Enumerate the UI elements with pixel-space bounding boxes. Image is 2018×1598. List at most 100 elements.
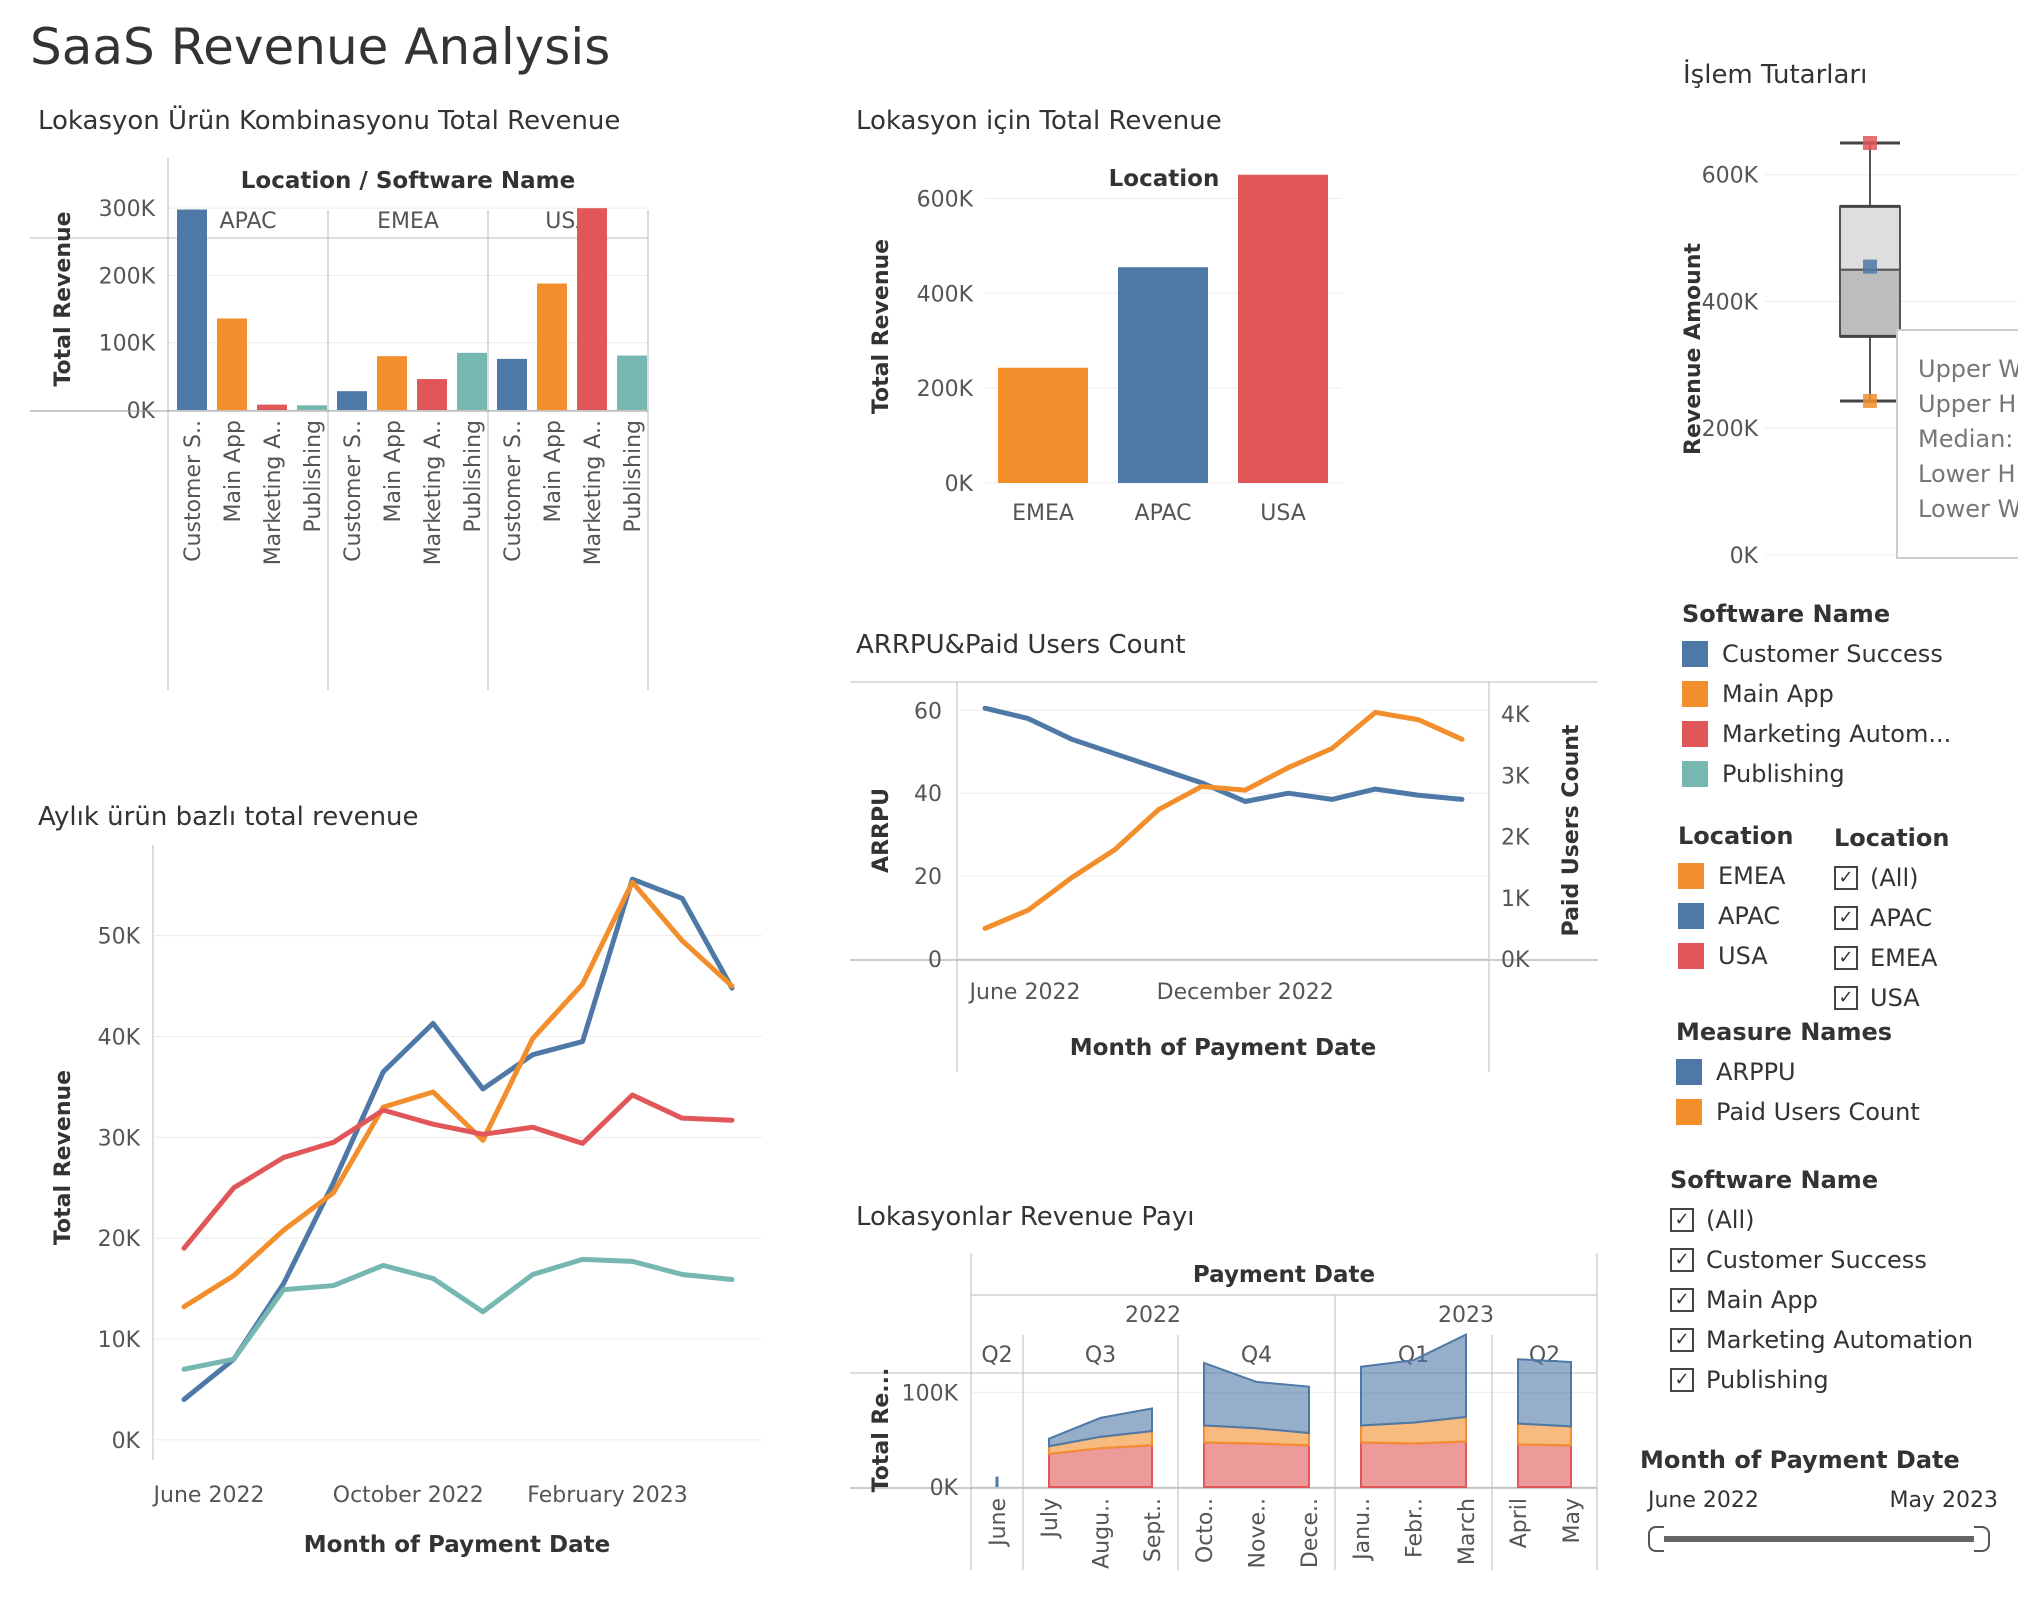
combo-chart-title: Lokasyon Ürün Kombinasyonu Total Revenue (38, 106, 621, 136)
y-tick-label: 300K (99, 197, 156, 222)
month-label: Nove.. (1246, 1498, 1271, 1568)
bar (337, 391, 367, 410)
series-line-marketing-automation (181, 1092, 735, 1251)
bar-apac (1118, 267, 1208, 483)
legend-swatch (1682, 761, 1708, 787)
series-line-arppu (982, 705, 1465, 804)
filter-option[interactable]: ✓ (All) (1834, 858, 2014, 898)
filter-title: Location (1834, 824, 1950, 852)
legend-label: Customer Success (1722, 640, 1943, 668)
month-label: Dece.. (1298, 1498, 1323, 1568)
y-right-tick-label: 4K (1501, 703, 1530, 728)
filter-option[interactable]: ✓ USA (1834, 978, 2014, 1018)
date-range-slider[interactable] (1640, 1524, 2000, 1554)
x-tick-label: June 2022 (968, 980, 1081, 1005)
checkbox-checked-icon[interactable]: ✓ (1670, 1368, 1694, 1392)
bar (257, 404, 287, 410)
y-axis-label: Total Revenue (51, 211, 76, 386)
checkbox-checked-icon[interactable]: ✓ (1834, 946, 1858, 970)
panel-label-emea: EMEA (377, 209, 439, 234)
area-apac (1517, 1358, 1572, 1428)
y-right-tick-label: 0K (1501, 948, 1530, 973)
bar (537, 283, 567, 410)
slider-track (1658, 1536, 1978, 1542)
y-axis-label: Total Re... (869, 1368, 894, 1493)
filter-option[interactable]: ✓ Customer Success (1670, 1240, 2010, 1280)
year-label: 2023 (1438, 1303, 1494, 1328)
slider-start-handle[interactable] (1648, 1526, 1664, 1552)
legend-label: APAC (1718, 902, 1781, 930)
filter-option[interactable]: ✓ (All) (1670, 1200, 2010, 1240)
month-label: July (1038, 1498, 1063, 1540)
legend-item[interactable]: Publishing (1682, 754, 2002, 794)
tooltip-line: Lower H (1918, 460, 2016, 488)
legend-swatch (1678, 943, 1704, 969)
bar (417, 379, 447, 410)
legend-item[interactable]: Customer Success (1682, 634, 2002, 674)
checkbox-checked-icon[interactable]: ✓ (1670, 1328, 1694, 1352)
x-tick-label: Main App (541, 420, 566, 523)
y-tick-label: 200K (1702, 417, 1759, 442)
y-axis-label: Total Revenue (51, 1070, 76, 1245)
panel-header-title: Location / Software Name (241, 168, 576, 194)
filter-option-label: Publishing (1706, 1366, 1829, 1394)
x-tick-label: Customer S.. (501, 420, 526, 562)
legend-item[interactable]: APAC (1678, 896, 1828, 936)
checkbox-checked-icon[interactable]: ✓ (1670, 1288, 1694, 1312)
month-label: March (1455, 1498, 1480, 1565)
tooltip-line: Median: (1918, 425, 2013, 453)
filter-option[interactable]: ✓ EMEA (1834, 938, 2014, 978)
bar (497, 358, 527, 410)
legend-item[interactable]: ARPPU (1676, 1052, 1996, 1092)
legend-item[interactable]: Marketing Autom... (1682, 714, 2002, 754)
legend-item[interactable]: Main App (1682, 674, 2002, 714)
tooltip-line: Upper W (1918, 355, 2018, 383)
checkbox-checked-icon[interactable]: ✓ (1670, 1208, 1694, 1232)
legend-label: Main App (1722, 680, 1834, 708)
slider-end-handle[interactable] (1974, 1526, 1990, 1552)
legend-swatch (1682, 641, 1708, 667)
x-tick-label: USA (1260, 501, 1306, 526)
tooltip: Upper W Upper H Median: Lower H Lower W (1896, 329, 2018, 559)
filter-option-label: APAC (1870, 904, 1933, 932)
legend-item[interactable]: USA (1678, 936, 1828, 976)
legend-label: ARPPU (1716, 1058, 1796, 1086)
legend-title: Software Name (1682, 600, 1891, 628)
x-tick-label: APAC (1135, 501, 1192, 526)
filter-option[interactable]: ✓ Marketing Automation (1670, 1320, 2010, 1360)
checkbox-checked-icon[interactable]: ✓ (1834, 906, 1858, 930)
box-point (1863, 259, 1877, 274)
filter-option[interactable]: ✓ APAC (1834, 898, 2014, 938)
legend-label: USA (1718, 942, 1768, 970)
legend-label: EMEA (1718, 862, 1786, 890)
filter-option-label: USA (1870, 984, 1920, 1012)
month-label: Sept.. (1141, 1498, 1166, 1562)
y-tick-label: 200K (99, 264, 156, 289)
checkbox-checked-icon[interactable]: ✓ (1834, 986, 1858, 1010)
header-title: Location (1109, 166, 1220, 192)
y-tick-label: 30K (98, 1126, 141, 1151)
panel-label-apac: APAC (220, 209, 277, 234)
filter-option-label: (All) (1870, 864, 1919, 892)
filter-option[interactable]: ✓ Publishing (1670, 1360, 2010, 1400)
box-lower (1839, 268, 1901, 338)
checkbox-checked-icon[interactable]: ✓ (1834, 866, 1858, 890)
month-label: May (1560, 1498, 1585, 1543)
x-tick-label: Publishing (621, 420, 646, 532)
y-tick-label: 0K (112, 1429, 141, 1454)
combo-bar-chart: Location / Software Name0K100K200K300KTo… (30, 158, 649, 690)
x-tick-label: Main App (221, 420, 246, 523)
y-tick-label: 600K (917, 187, 974, 212)
checkbox-checked-icon[interactable]: ✓ (1670, 1248, 1694, 1272)
year-label: 2022 (1125, 1303, 1181, 1328)
legend-item[interactable]: EMEA (1678, 856, 1828, 896)
bar-emea (998, 367, 1088, 483)
filter-option[interactable]: ✓ Main App (1670, 1280, 2010, 1320)
legend-label: Publishing (1722, 760, 1845, 788)
month-label: June (986, 1498, 1011, 1548)
legend-item[interactable]: Paid Users Count (1676, 1092, 1996, 1132)
y-tick-label: 0K (1730, 544, 1759, 569)
y-tick-label: 200K (917, 377, 974, 402)
bar (297, 405, 327, 410)
